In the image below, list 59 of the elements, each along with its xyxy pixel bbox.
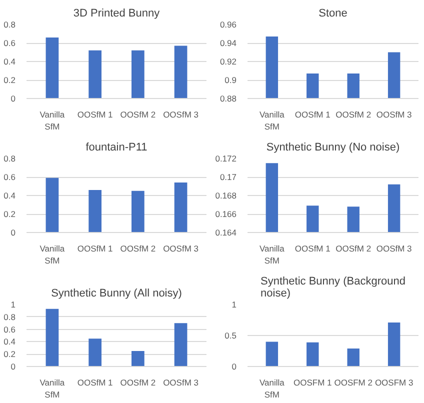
x-tick-label: OOSFM 2 xyxy=(334,378,373,388)
x-tick-label: OOSfM 1 xyxy=(294,110,331,120)
y-tick-label: 0.6 xyxy=(4,38,16,48)
x-tick-label: Vanilla SfM xyxy=(259,378,285,400)
y-tick-label: 0.9 xyxy=(224,75,237,85)
y-tick-label: 0.8 xyxy=(4,154,16,164)
y-tick-label: 0 xyxy=(10,94,16,104)
x-tick-label: Vanilla SfM xyxy=(40,110,65,132)
y-tick-label: 0.5 xyxy=(224,330,237,340)
chart-title: Synthetic Bunny (Background noise) xyxy=(260,276,406,300)
y-tick-label: 0.172 xyxy=(215,154,237,164)
x-tick-label: OOSfM 2 xyxy=(336,110,372,120)
x-tick-label: Vanilla SfM xyxy=(259,110,285,132)
chart-title: Synthetic Bunny (No noise) xyxy=(266,142,400,154)
y-tick-label: 0.2 xyxy=(4,209,16,219)
y-tick-label: 0.168 xyxy=(215,190,237,200)
y-tick-label: 0.166 xyxy=(215,209,237,219)
x-tick-label: OOSfM 1 xyxy=(294,244,331,254)
y-tick-label: 0.94 xyxy=(220,38,237,48)
x-tick-label: OOSfM 2 xyxy=(120,378,156,388)
x-tick-label: OOSfM 2 xyxy=(120,244,156,254)
x-tick-label: Vanilla SfM xyxy=(40,378,65,400)
x-tick-label: OOSfM 3 xyxy=(163,244,199,254)
x-tick-label: OOSfM 1 xyxy=(77,244,114,254)
x-tick-label: OOSfM 3 xyxy=(376,110,412,120)
chart-title: 3D Printed Bunny xyxy=(73,8,160,20)
y-tick-label: 0.2 xyxy=(4,75,16,85)
y-tick-label: 0.92 xyxy=(220,56,237,66)
x-tick-label: OOSfM 2 xyxy=(336,244,372,254)
x-tick-label: OOSfM 1 xyxy=(77,378,114,388)
y-tick-label: 0 xyxy=(10,228,16,238)
x-tick-label: OOSfM 3 xyxy=(163,378,199,388)
x-tick-label: OOSfM 3 xyxy=(163,110,199,120)
x-tick-label: OOSfM 3 xyxy=(376,244,412,254)
y-tick-label: 0.8 xyxy=(4,20,16,30)
y-tick-label: 0.17 xyxy=(220,172,237,182)
y-tick-label: 0.4 xyxy=(4,56,16,66)
y-tick-label: 0 xyxy=(10,362,16,372)
y-tick-label: 0.6 xyxy=(4,172,16,182)
x-tick-label: OOSFM 1 xyxy=(294,378,332,388)
y-tick-label: 0.8 xyxy=(4,312,16,322)
x-tick-label: OOSFM 3 xyxy=(374,378,414,388)
y-tick-label: 1 xyxy=(10,300,16,310)
x-tick-label: Vanilla SfM xyxy=(40,244,65,266)
x-tick-label: OOSfM 1 xyxy=(77,110,114,120)
y-tick-label: 0.164 xyxy=(215,228,237,238)
chart-title: Stone xyxy=(318,8,348,20)
y-tick-label: 0 xyxy=(232,362,237,372)
y-tick-label: 0.96 xyxy=(220,20,237,30)
x-tick-label: OOSfM 2 xyxy=(120,110,156,120)
y-tick-label: 1 xyxy=(232,300,237,310)
y-tick-label: 0.4 xyxy=(4,190,16,200)
x-tick-label: Vanilla SfM xyxy=(259,244,285,266)
y-tick-label: 0.6 xyxy=(4,324,16,334)
y-tick-label: 0.4 xyxy=(4,336,16,347)
y-tick-label: 0.88 xyxy=(220,94,237,104)
chart-title: Synthetic Bunny (All noisy) xyxy=(51,288,182,300)
y-tick-label: 0.2 xyxy=(4,349,16,360)
chart-title: fountain-P11 xyxy=(86,142,148,154)
